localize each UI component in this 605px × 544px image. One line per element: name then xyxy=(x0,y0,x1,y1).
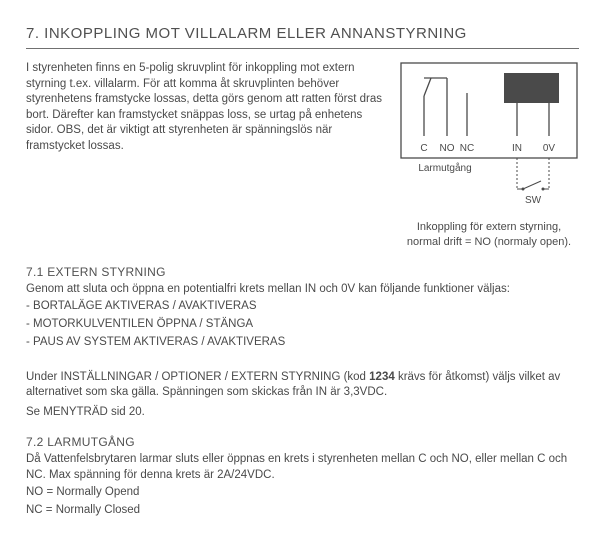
sec71-lead: Genom att sluta och öppna en potentialfr… xyxy=(26,282,579,298)
section-title: 7. INKOPPLING MOT VILLALARM ELLER ANNANS… xyxy=(26,24,579,44)
caption-line2: normal drift = NO (normaly open). xyxy=(407,236,571,248)
sec72-heading: 7.2 LARMUTGÅNG xyxy=(26,434,579,450)
sec72-para1: Då Vattenfelsbrytaren larmar sluts eller… xyxy=(26,452,579,483)
sec71-item-0: - BORTALÄGE AKTIVERAS / AVAKTIVERAS xyxy=(26,299,579,315)
sec71-heading: 7.1 EXTERN STYRNING xyxy=(26,264,579,280)
caption-line1: Inkoppling för extern styrning, xyxy=(417,221,561,233)
label-larmutgang: Larmutgång xyxy=(418,162,471,174)
label-in: IN xyxy=(512,143,522,154)
title-divider xyxy=(26,48,579,49)
sec72-line-no: NO = Normally Opend xyxy=(26,485,579,501)
sec71-para2a: Under INSTÄLLNINGAR / OPTIONER / EXTERN … xyxy=(26,371,369,383)
sec71-para3: Se MENYTRÄD sid 20. xyxy=(26,405,579,421)
label-nc: NC xyxy=(460,143,474,154)
sec72-line-nc: NC = Normally Closed xyxy=(26,503,579,519)
sec71-para2: Under INSTÄLLNINGAR / OPTIONER / EXTERN … xyxy=(26,370,579,401)
label-0v: 0V xyxy=(543,143,556,154)
intro-text: I styrenheten finns en 5-polig skruvplin… xyxy=(26,61,385,250)
label-sw: SW xyxy=(525,195,542,206)
wiring-diagram-svg: C NO NC IN 0V Larmutgång SW xyxy=(399,61,579,211)
label-no: NO xyxy=(440,143,455,154)
wiring-diagram: C NO NC IN 0V Larmutgång SW Inkoppling f… xyxy=(399,61,579,250)
sec71-item-2: - PAUS AV SYSTEM AKTIVERAS / AVAKTIVERAS xyxy=(26,335,579,351)
diagram-caption: Inkoppling för extern styrning, normal d… xyxy=(399,220,579,250)
label-c: C xyxy=(420,143,427,154)
intro-row: I styrenheten finns en 5-polig skruvplin… xyxy=(26,61,579,250)
sec71-code: 1234 xyxy=(369,371,395,383)
sec71-item-1: - MOTORKULVENTILEN ÖPPNA / STÄNGA xyxy=(26,317,579,333)
sec71-body: Genom att sluta och öppna en potentialfr… xyxy=(26,282,579,350)
